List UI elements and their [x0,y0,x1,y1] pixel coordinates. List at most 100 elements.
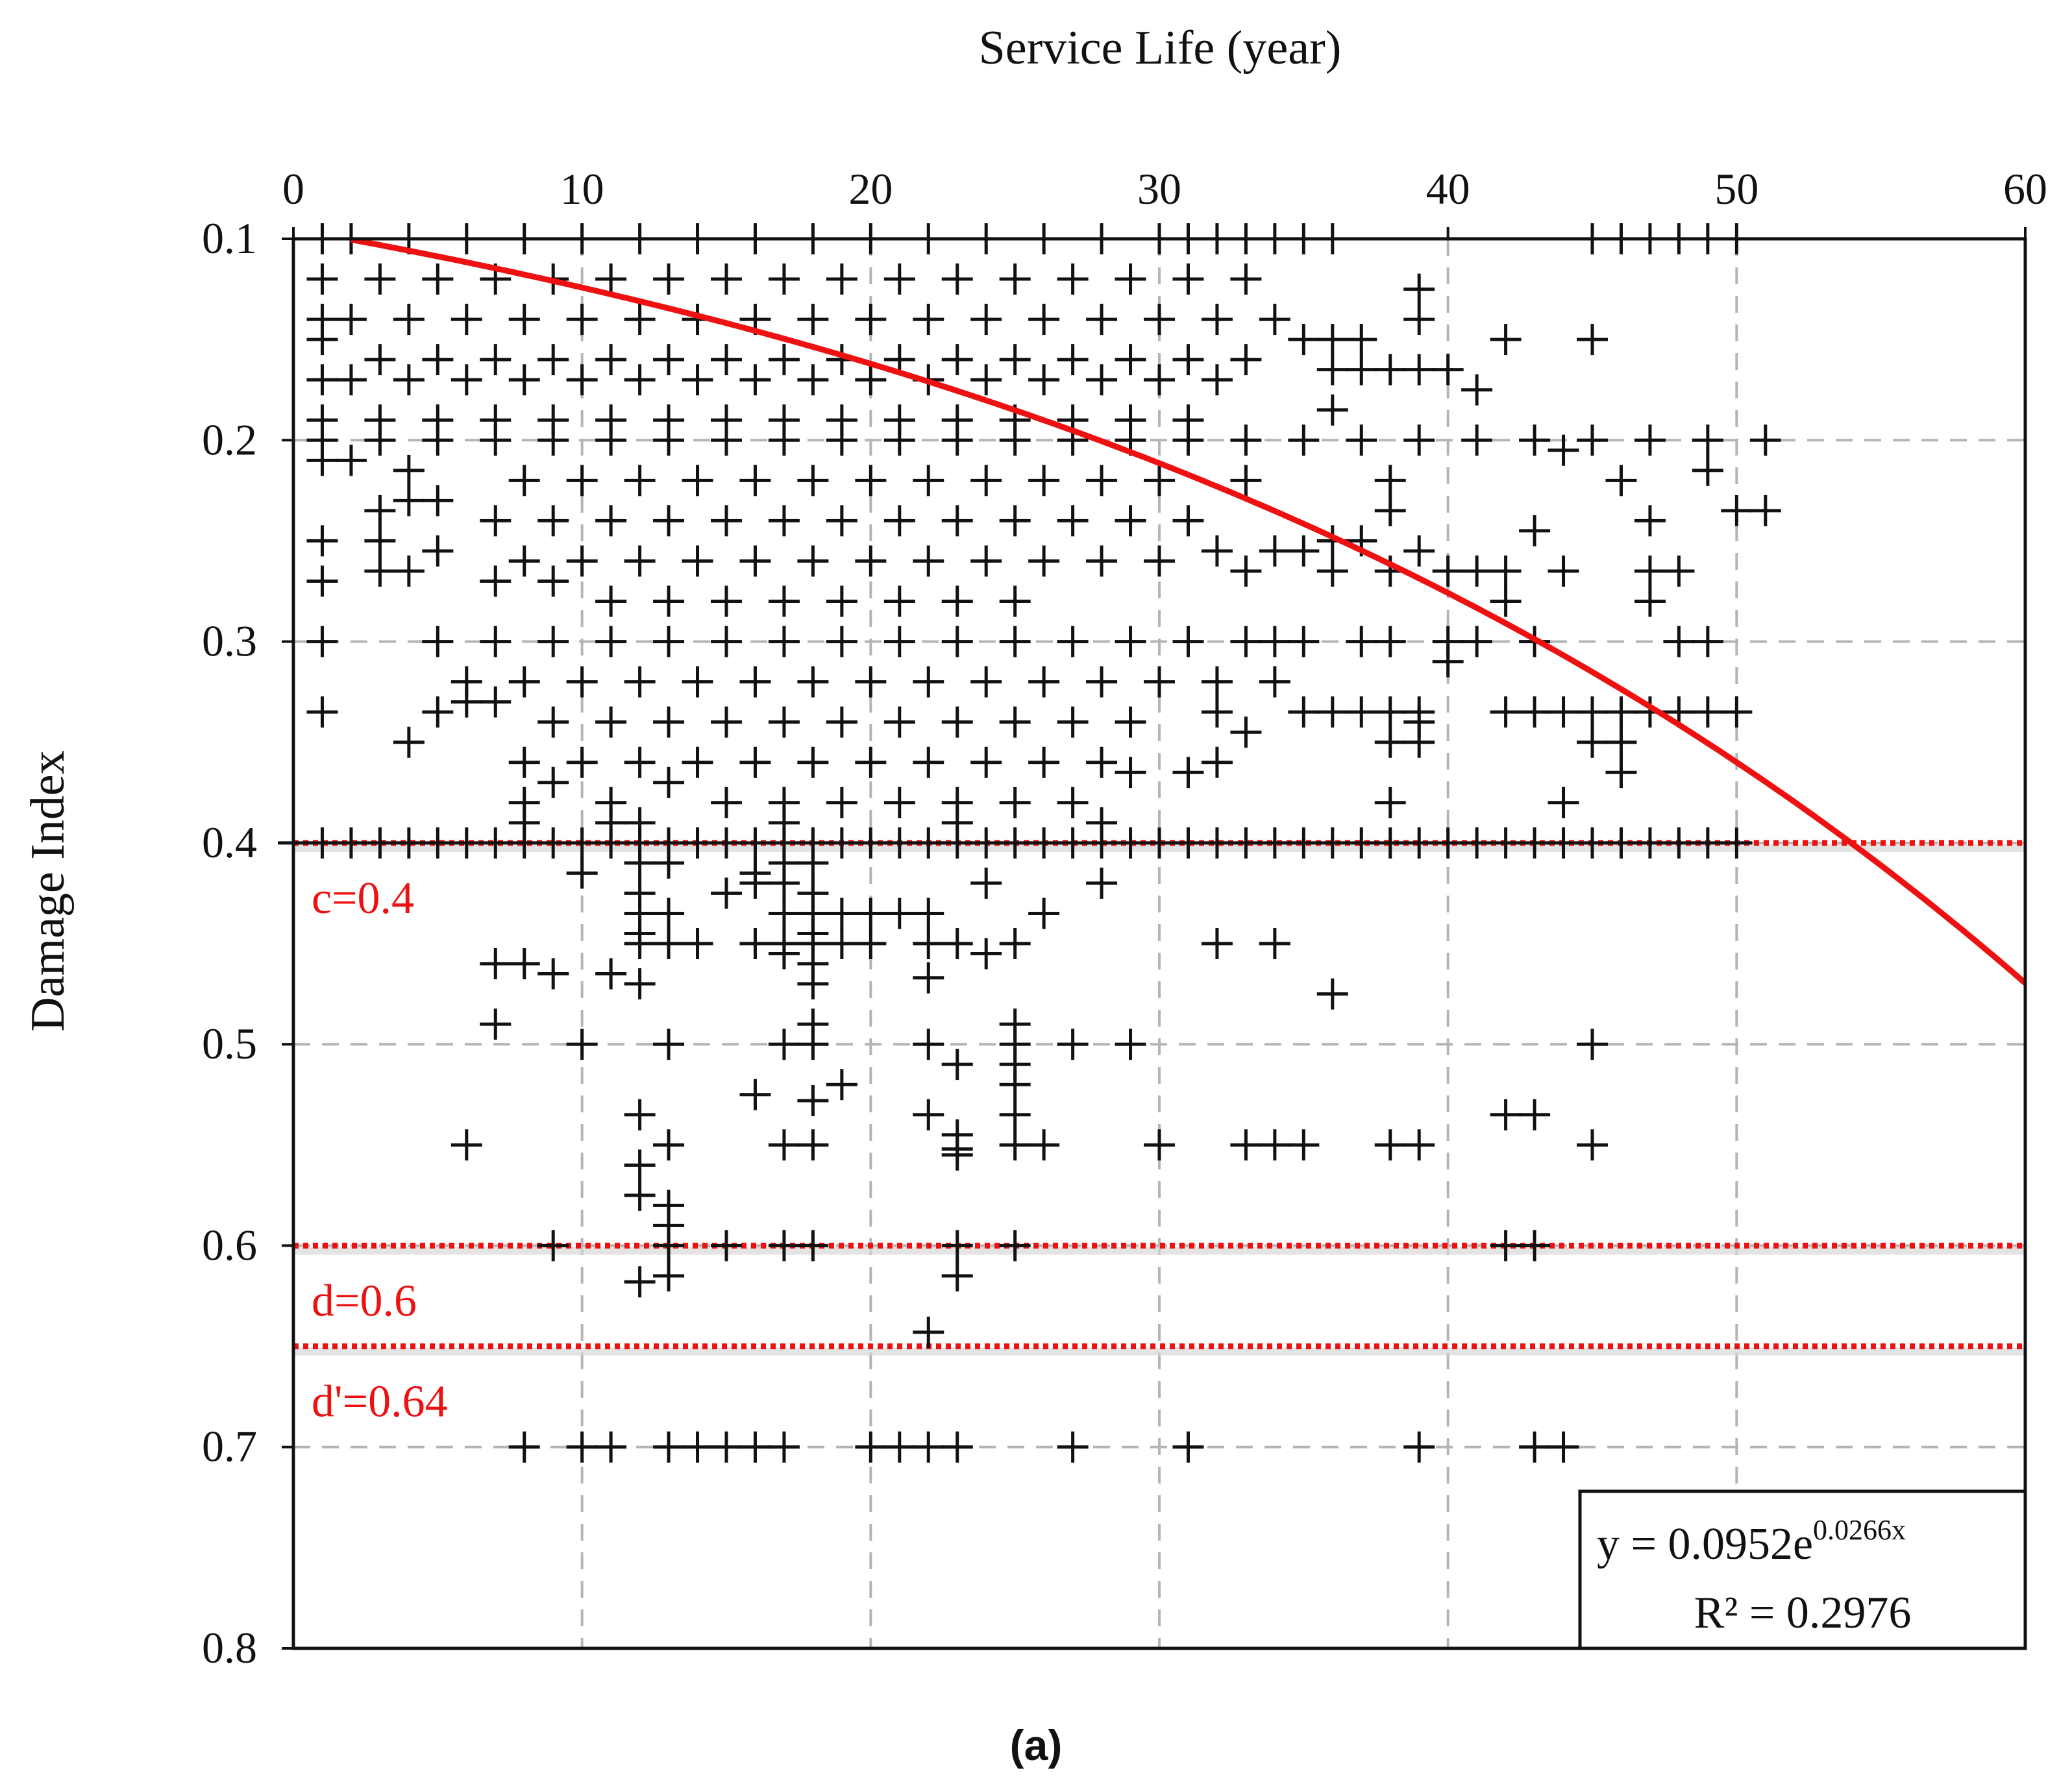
data-point-473 [450,1129,482,1161]
data-point-153 [306,445,338,476]
data-point-466 [797,1085,829,1117]
data-point-262 [1663,626,1695,657]
data-point-498 [941,1230,973,1262]
data-point-59 [970,304,1002,336]
data-point-379 [1086,827,1118,859]
data-point-225 [883,585,915,617]
data-point-151 [1692,424,1723,456]
data-point-519 [1172,1431,1204,1463]
data-point-317 [739,746,771,778]
data-point-285 [595,706,627,738]
data-point-155 [393,454,425,486]
data-point-436 [999,928,1031,959]
data-point-409 [1086,867,1118,899]
data-point-242 [537,626,569,657]
data-point-426 [624,928,656,959]
data-point-377 [1028,827,1060,859]
data-point-164 [797,465,829,496]
data-point-304 [1548,696,1579,728]
data-point-371 [855,827,887,859]
data-point-246 [768,626,800,657]
data-point-512 [739,1431,771,1463]
r-squared-text: R² = 0.2976 [1694,1588,1912,1638]
data-point-52 [566,304,598,336]
data-point-504 [941,1260,973,1291]
data-point-85 [1490,324,1522,356]
data-point-103 [1201,364,1233,396]
data-point-485 [1288,1129,1320,1161]
data-point-181 [768,505,800,537]
data-point-341 [1057,787,1089,818]
trendline [351,236,2027,986]
x-tick-label-20: 20 [848,164,893,214]
data-point-416 [653,898,685,929]
data-point-502 [624,1266,656,1298]
data-point-437 [1201,928,1233,959]
data-point-142 [1172,424,1204,456]
data-point-400 [1692,827,1723,859]
data-point-357 [450,827,482,859]
data-point-87 [306,364,338,396]
data-point-167 [970,465,1002,496]
data-point-290 [883,706,915,738]
data-point-245 [711,626,742,657]
data-point-154 [335,445,367,476]
data-point-490 [624,1179,656,1211]
data-point-233 [1490,555,1522,587]
x-tick-label-0: 0 [282,164,304,214]
data-point-441 [508,948,540,980]
data-point-169 [1086,465,1118,496]
data-point-337 [826,787,857,818]
data-point-185 [999,505,1031,537]
data-point-83 [1316,324,1348,356]
data-point-463 [1577,1029,1608,1060]
data-point-291 [941,706,973,738]
data-point-450 [480,1008,512,1040]
data-point-482 [1144,1129,1175,1161]
data-point-396 [1577,827,1608,859]
data-point-288 [768,706,800,738]
data-point-104 [1316,354,1348,385]
data-point-354 [364,827,396,859]
data-point-435 [941,928,973,959]
data-point-30 [422,263,454,295]
data-point-421 [883,898,915,929]
data-point-63 [1201,304,1233,336]
data-point-165 [855,465,887,496]
data-point-92 [566,364,598,396]
data-point-315 [624,746,656,778]
data-point-470 [999,1099,1031,1130]
data-point-375 [970,827,1002,859]
data-point-76 [941,344,973,376]
data-point-429 [739,928,771,959]
data-point-42 [1115,263,1146,295]
data-point-501 [1519,1230,1551,1262]
data-point-413 [768,867,800,899]
data-point-457 [913,1029,944,1060]
data-point-231 [1432,555,1464,587]
data-point-422 [913,898,944,929]
data-point-394 [1519,827,1551,859]
x-tick-label-40: 40 [1426,164,1470,214]
data-point-35 [711,263,742,295]
data-point-386 [1288,827,1320,859]
data-point-385 [1259,827,1290,859]
data-point-391 [1432,827,1464,859]
data-point-146 [1403,424,1435,456]
data-point-432 [826,928,857,959]
data-point-40 [999,263,1031,295]
data-point-469 [999,1069,1031,1101]
threshold-label-0: c=0.4 [312,874,414,923]
data-point-325 [1201,746,1233,778]
data-point-320 [913,746,944,778]
data-point-419 [826,898,857,929]
data-point-306 [1605,696,1637,728]
data-point-148 [1519,424,1551,456]
data-point-298 [1316,696,1348,728]
equation-exponent: 0.0266x [1813,1514,1906,1546]
data-point-105 [1346,354,1377,385]
data-point-170 [1144,465,1175,496]
data-point-255 [1259,626,1290,657]
data-point-106 [1374,354,1406,385]
data-point-71 [653,344,685,376]
